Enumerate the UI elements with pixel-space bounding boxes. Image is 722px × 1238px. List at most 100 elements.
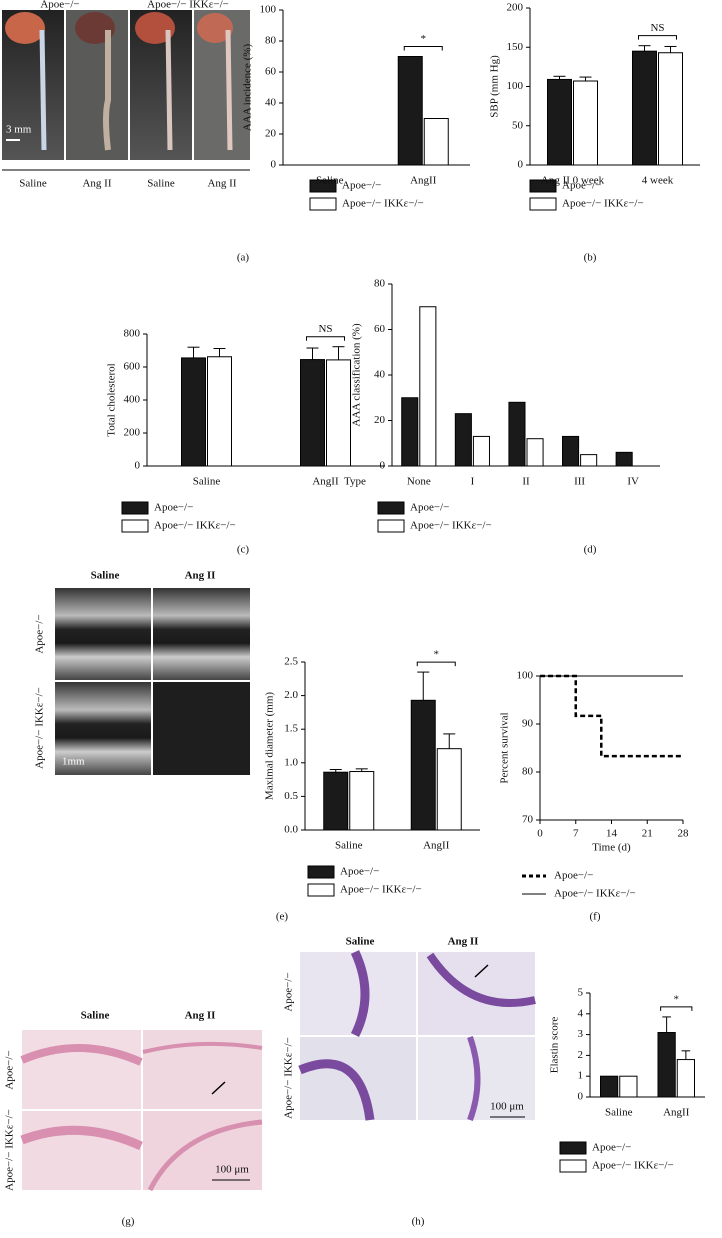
bar — [657, 1032, 676, 1098]
bar — [300, 359, 325, 467]
y-tick-label: 40 — [374, 369, 386, 381]
scale-label: 100 μm — [215, 1164, 249, 1176]
y-tick-label: 150 — [507, 41, 524, 53]
legend-swatch — [121, 501, 149, 515]
x-tick-label: 4 week — [642, 175, 674, 187]
y-tick-label: 80 — [374, 278, 386, 290]
group-label: Apoe−/− — [40, 0, 79, 11]
y-tick-label: 2.5 — [284, 656, 298, 668]
bar — [326, 359, 351, 467]
bar — [397, 56, 423, 166]
row-label: Apoe−/− IKKε−/− — [283, 1037, 295, 1119]
panel-label: (b) — [584, 252, 597, 264]
bar — [436, 748, 462, 831]
column-label: Saline — [91, 570, 120, 582]
y-tick-label: 200 — [124, 427, 141, 439]
y-axis-title: Total cholesterol — [106, 363, 118, 436]
panel-label: (d) — [584, 544, 597, 556]
error-bar — [355, 768, 368, 772]
error-bar — [664, 45, 677, 53]
legend-label: Apoe−/− IKKε−/− — [154, 520, 236, 532]
y-axis-title: Percent survival — [499, 712, 511, 783]
x-tick-label: III — [574, 476, 585, 488]
row-label: Apoe−/− IKKε−/− — [34, 687, 46, 769]
y-tick-label: 4 — [578, 1007, 584, 1019]
column-label: Ang II — [82, 178, 111, 190]
photo-tile — [22, 1030, 141, 1109]
bar — [472, 435, 490, 467]
error-bar — [553, 75, 566, 80]
aorta — [39, 29, 47, 151]
bar — [349, 771, 375, 831]
panel-label: (g) — [122, 1216, 135, 1228]
bar — [632, 50, 657, 166]
y-axis-title: Maximal diameter (mm) — [264, 692, 276, 800]
arrow — [474, 964, 489, 978]
error-bar — [579, 76, 592, 82]
y-tick-label: 1.5 — [284, 723, 298, 735]
x-tick-label: None — [407, 476, 431, 488]
x-tick-label: Saline — [335, 840, 363, 852]
column-label: Saline — [147, 178, 175, 190]
row-label: Apoe−/− — [283, 972, 295, 1011]
vessel-wall — [467, 1036, 481, 1122]
y-axis-title: AAA classification (%) — [351, 323, 363, 427]
legend-swatch — [377, 501, 405, 515]
legend-swatch — [307, 883, 335, 897]
scale-label: 3 mm — [6, 124, 32, 136]
bar — [658, 52, 683, 166]
legend-label: Apoe−/− — [342, 180, 381, 192]
vessel-wall — [20, 1044, 143, 1066]
scale-label: 1mm — [62, 756, 85, 768]
x-tick-label: 7 — [573, 828, 579, 840]
y-tick-label: 800 — [124, 328, 141, 340]
x-tick-label: Ang II 0 week — [541, 175, 605, 187]
x-axis-title: Type — [344, 476, 366, 488]
bar — [508, 401, 526, 467]
y-tick-label: 5 — [578, 987, 584, 999]
y-tick-label: 80 — [265, 35, 277, 47]
y-tick-label: 100 — [517, 670, 534, 682]
significance-label: * — [434, 649, 440, 661]
legend-label: Apoe−/− — [340, 866, 379, 878]
y-tick-label: 0.0 — [284, 824, 298, 836]
legend-label: Apoe−/− IKKε−/− — [554, 888, 636, 900]
column-label: Ang II — [185, 570, 216, 582]
y-tick-label: 0.5 — [284, 790, 298, 802]
error-bar — [332, 346, 345, 360]
y-tick-label: 60 — [265, 66, 277, 78]
x-tick-label: AngII — [423, 840, 450, 852]
panel-label: (h) — [412, 1216, 425, 1228]
photo-tile — [55, 588, 151, 680]
vessel-wall — [350, 950, 370, 1038]
y-tick-label: 2.0 — [284, 689, 298, 701]
column-label: Ang II — [207, 178, 236, 190]
panel-label: (a) — [237, 252, 250, 264]
y-tick-label: 600 — [124, 361, 141, 373]
heart — [5, 12, 45, 44]
bar — [573, 80, 598, 166]
column-label: Saline — [81, 1010, 110, 1022]
x-axis-title: Time (d) — [592, 842, 631, 854]
legend-swatch — [309, 197, 337, 211]
x-tick-label: II — [522, 476, 530, 488]
x-tick-label: AngII — [663, 1107, 690, 1119]
column-label: Ang II — [448, 936, 479, 948]
column-label: Saline — [19, 178, 47, 190]
significance-bracket — [306, 336, 345, 341]
legend-label: Apoe−/− — [154, 502, 193, 514]
significance-bracket — [416, 661, 456, 667]
aorta — [103, 30, 111, 151]
panel-label: (f) — [590, 911, 601, 923]
y-tick-label: 100 — [507, 80, 524, 92]
y-tick-label: 3 — [578, 1028, 584, 1040]
error-bar — [187, 346, 200, 358]
bar — [181, 357, 206, 467]
photo-a: 3 mm Apoe−/− Apoe−/− IKKε−/− Saline Ang … — [2, 0, 250, 190]
error-bar — [681, 1050, 691, 1060]
legend-label: Apoe−/− IKKε−/− — [340, 884, 422, 896]
y-axis-title: SBP (mm Hg) — [489, 55, 501, 118]
photo-g: Saline Ang II Apoe−/− Apoe−/− IKKε−/− 10… — [4, 1010, 263, 1192]
bar — [454, 413, 472, 467]
y-tick-label: 0 — [271, 159, 277, 171]
